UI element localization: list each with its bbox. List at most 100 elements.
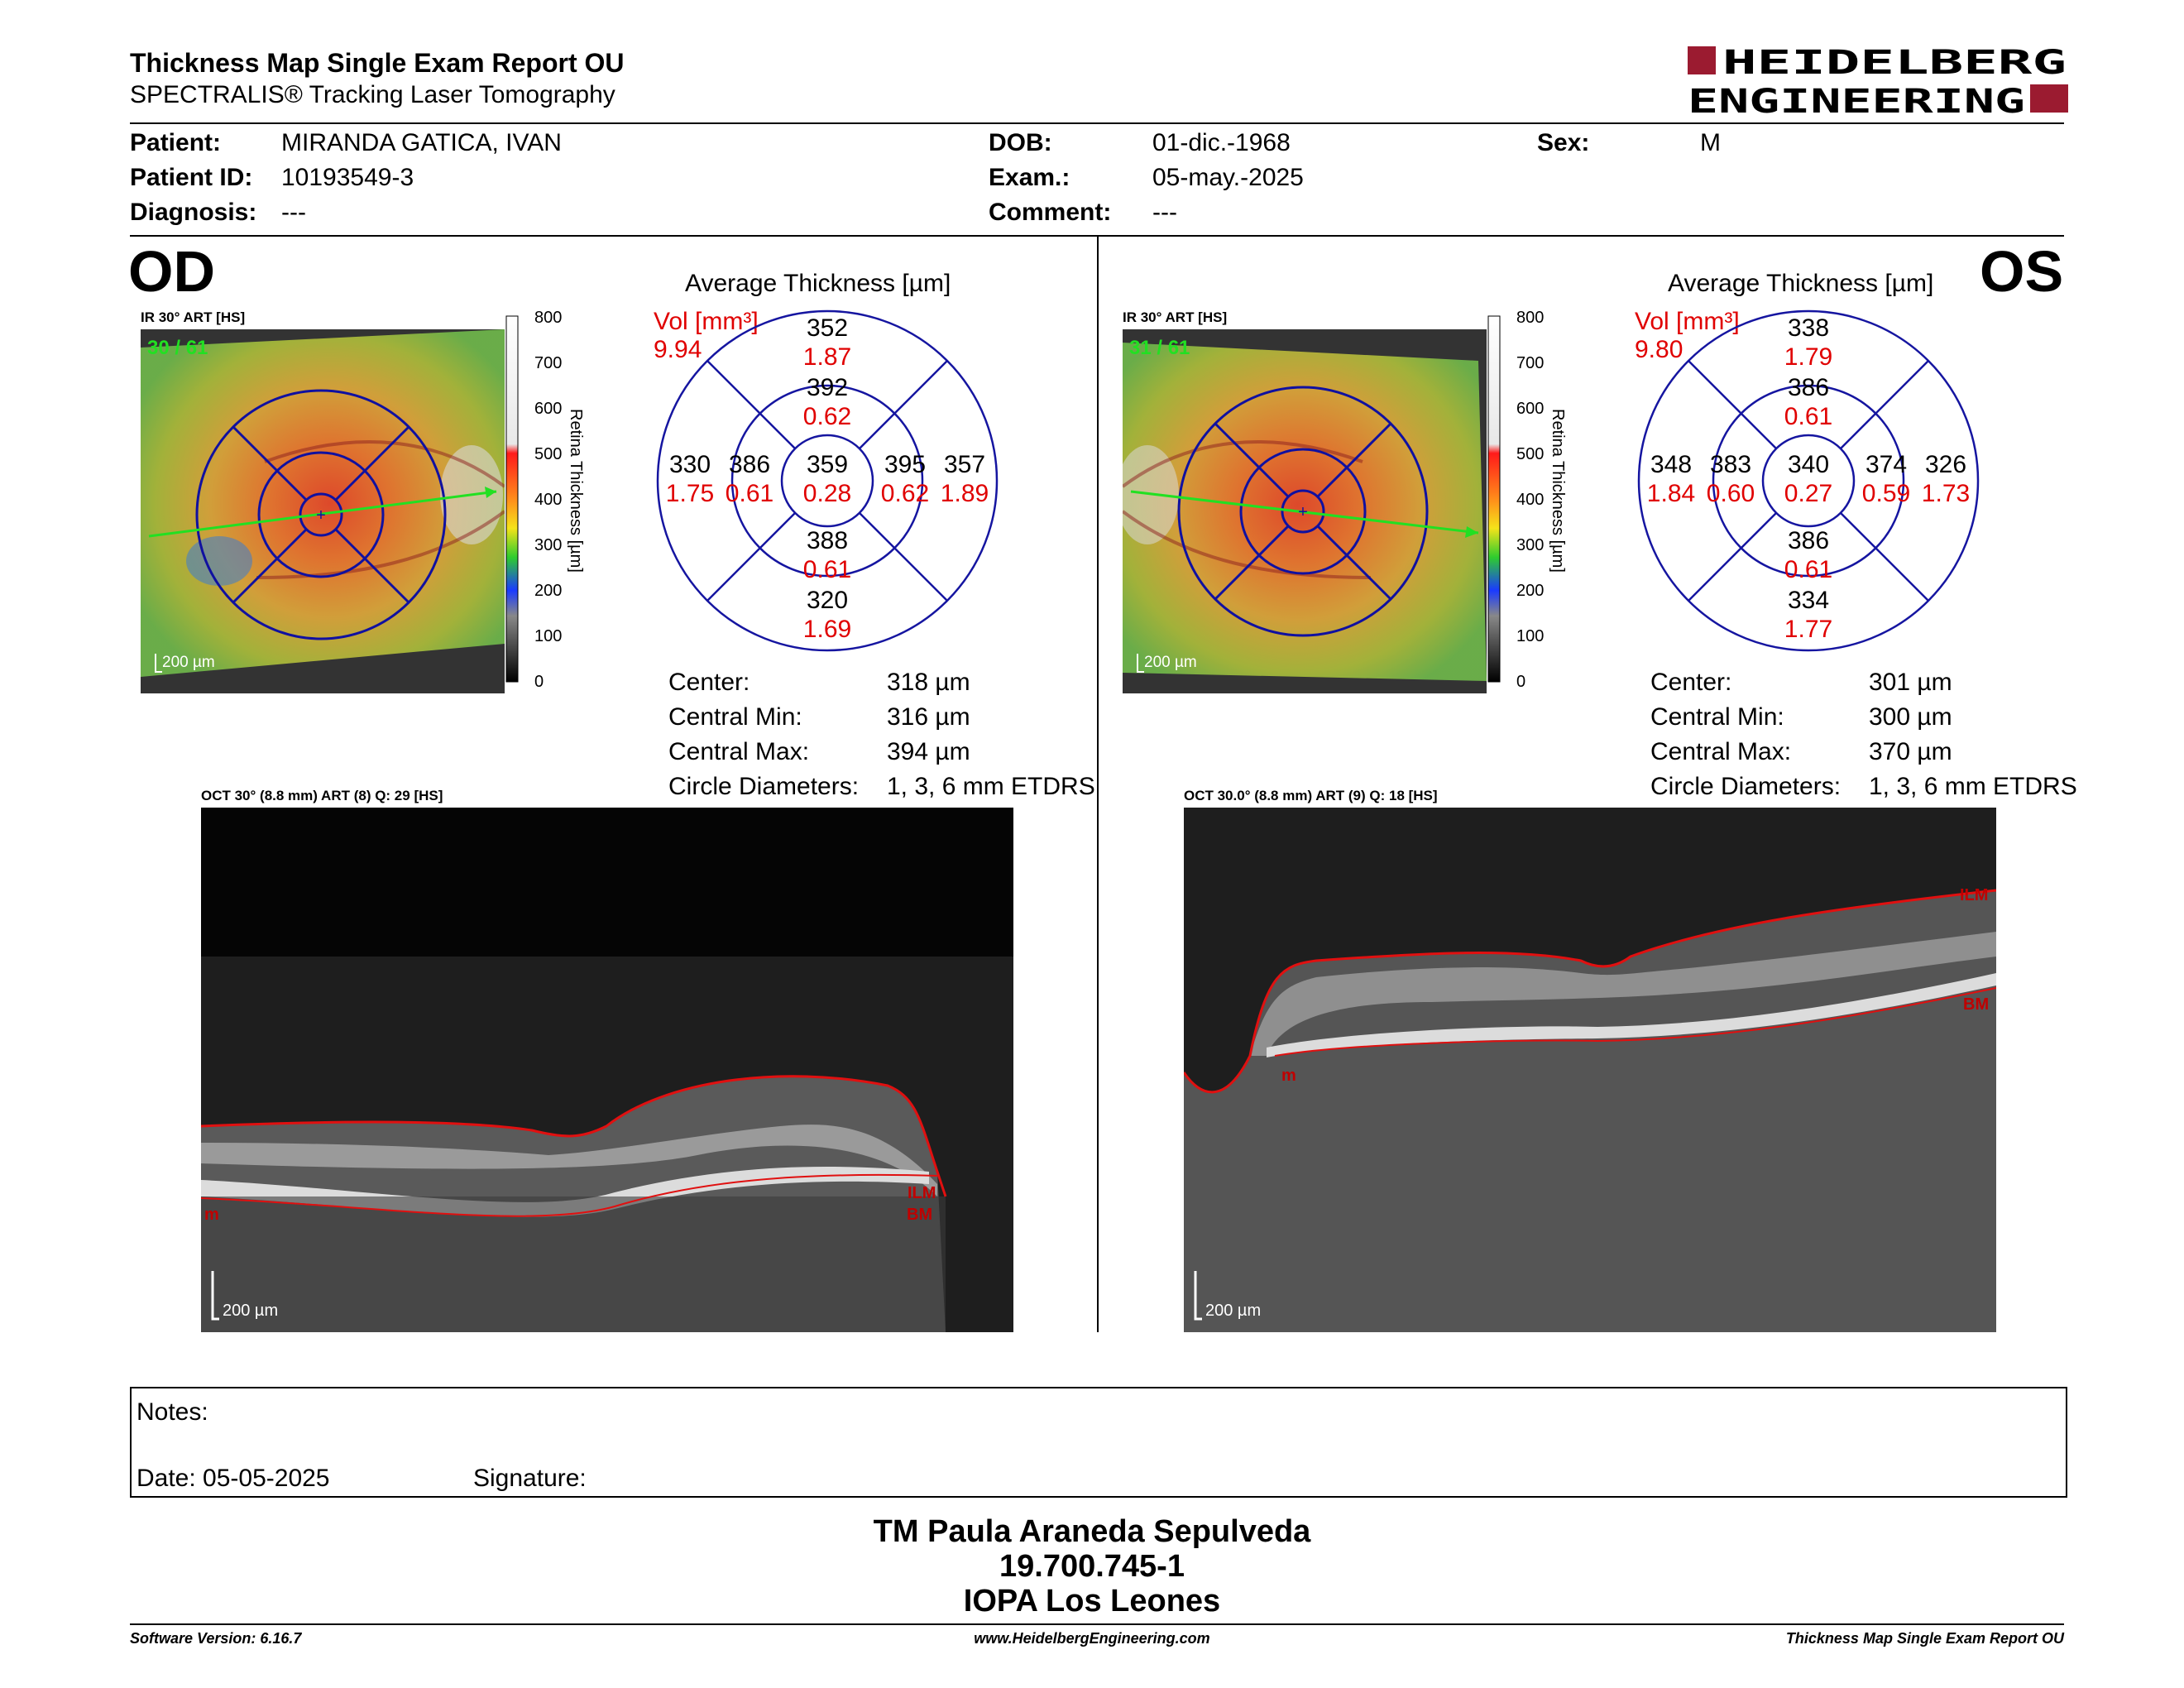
svg-text:0.62: 0.62 bbox=[881, 480, 929, 507]
svg-text:300: 300 bbox=[1516, 536, 1544, 554]
svg-text:400: 400 bbox=[1516, 491, 1544, 509]
svg-text:1.69: 1.69 bbox=[803, 616, 851, 643]
svg-text:0.61: 0.61 bbox=[803, 556, 851, 583]
diagnosis-value: --- bbox=[281, 199, 306, 226]
patient-id-label: Patient ID: bbox=[130, 164, 253, 191]
os-vol-value: 9.80 bbox=[1635, 336, 1684, 363]
svg-text:300: 300 bbox=[534, 536, 562, 554]
svg-text:330: 330 bbox=[669, 451, 711, 478]
os-ir-caption: IR 30° ART [HS] bbox=[1123, 309, 1228, 325]
os-vol-label: Vol [mm³] bbox=[1635, 308, 1740, 335]
signer-name: TM Paula Araneda Sepulveda bbox=[873, 1514, 1311, 1549]
os-eye-label: OS bbox=[1980, 239, 2064, 304]
svg-text:600: 600 bbox=[1516, 400, 1544, 418]
svg-text:386: 386 bbox=[729, 451, 770, 478]
svg-text:500: 500 bbox=[1516, 445, 1544, 463]
patient-id: 10193549-3 bbox=[281, 164, 414, 191]
svg-text:30 / 61: 30 / 61 bbox=[147, 337, 208, 359]
os-ir-thickness-map: + 31 / 61 200 µm bbox=[1123, 329, 1487, 693]
patient-label: Patient: bbox=[130, 129, 222, 156]
od-eye-label: OD bbox=[128, 239, 215, 304]
svg-text:1.75: 1.75 bbox=[666, 480, 714, 507]
os-grid-title: Average Thickness [µm] bbox=[1668, 270, 1934, 297]
svg-text:340: 340 bbox=[1788, 451, 1829, 478]
svg-text:200 µm: 200 µm bbox=[1144, 654, 1197, 671]
od-vol-label: Vol [mm³] bbox=[654, 308, 759, 335]
svg-text:0.61: 0.61 bbox=[1784, 403, 1832, 430]
report-subtitle: SPECTRALIS® Tracking Laser Tomography bbox=[130, 81, 615, 108]
os-etdrs-grid: 338 1.79 386 0.61 348 1.84 383 0.60 340 … bbox=[1637, 309, 1980, 652]
od-colorbar: 800 700 600 500 400 300 200 100 0 Retina… bbox=[505, 309, 585, 691]
od-stat-center-label: Center: bbox=[668, 669, 750, 696]
svg-text:334: 334 bbox=[1788, 587, 1829, 614]
svg-text:m: m bbox=[1281, 1067, 1296, 1085]
svg-text:200 µm: 200 µm bbox=[1205, 1302, 1261, 1320]
svg-text:HEIDELBERG: HEIDELBERG bbox=[1722, 44, 2067, 82]
od-ir-caption: IR 30° ART [HS] bbox=[141, 309, 246, 325]
svg-text:386: 386 bbox=[1788, 527, 1829, 554]
signer-org: IOPA Los Leones bbox=[963, 1584, 1221, 1618]
od-stat-min-value: 316 µm bbox=[887, 703, 970, 731]
svg-text:326: 326 bbox=[1925, 451, 1966, 478]
os-stat-center-label: Center: bbox=[1650, 669, 1732, 696]
sex-value: M bbox=[1700, 129, 1721, 156]
svg-text:0.61: 0.61 bbox=[726, 480, 774, 507]
report-title: Thickness Map Single Exam Report OU bbox=[130, 48, 625, 78]
svg-text:700: 700 bbox=[534, 354, 562, 372]
dob-label: DOB: bbox=[989, 129, 1052, 156]
svg-text:400: 400 bbox=[534, 491, 562, 509]
svg-text:800: 800 bbox=[1516, 309, 1544, 327]
svg-text:0.59: 0.59 bbox=[1862, 480, 1910, 507]
svg-text:386: 386 bbox=[1788, 374, 1829, 401]
od-stat-max-label: Central Max: bbox=[668, 738, 810, 765]
svg-text:200: 200 bbox=[1516, 582, 1544, 600]
software-version: Software Version: 6.16.7 bbox=[130, 1630, 302, 1647]
svg-text:ILM: ILM bbox=[908, 1184, 936, 1202]
svg-text:Retina Thickness [µm]: Retina Thickness [µm] bbox=[567, 409, 585, 573]
signer-id: 19.700.745-1 bbox=[999, 1549, 1185, 1584]
svg-text:348: 348 bbox=[1650, 451, 1692, 478]
od-ir-thickness-map: + 30 / 61 200 µm bbox=[141, 329, 505, 693]
svg-text:0.62: 0.62 bbox=[803, 403, 851, 430]
svg-text:200 µm: 200 µm bbox=[223, 1302, 278, 1320]
od-stat-min-label: Central Min: bbox=[668, 703, 802, 731]
svg-text:357: 357 bbox=[944, 451, 985, 478]
svg-text:ILM: ILM bbox=[1960, 886, 1988, 904]
diagnosis-label: Diagnosis: bbox=[130, 199, 257, 226]
svg-text:1.84: 1.84 bbox=[1647, 480, 1695, 507]
svg-text:m: m bbox=[204, 1206, 219, 1224]
os-stat-diam-value: 1, 3, 6 mm ETDRS bbox=[1869, 773, 2077, 800]
svg-text:31 / 61: 31 / 61 bbox=[1129, 337, 1190, 359]
svg-text:Retina Thickness [µm]: Retina Thickness [µm] bbox=[1549, 409, 1567, 573]
svg-text:0.61: 0.61 bbox=[1784, 556, 1832, 583]
svg-text:1.89: 1.89 bbox=[941, 480, 989, 507]
comment-value: --- bbox=[1152, 199, 1177, 226]
os-oct-caption: OCT 30.0° (8.8 mm) ART (9) Q: 18 [HS] bbox=[1184, 788, 1438, 803]
svg-text:200: 200 bbox=[534, 582, 562, 600]
os-stat-max-value: 370 µm bbox=[1869, 738, 1952, 765]
os-stat-min-label: Central Min: bbox=[1650, 703, 1784, 731]
svg-text:ENGINEERING: ENGINEERING bbox=[1688, 83, 2025, 117]
date-label: Date: 05-05-2025 bbox=[136, 1465, 330, 1492]
svg-text:100: 100 bbox=[534, 627, 562, 645]
svg-text:100: 100 bbox=[1516, 627, 1544, 645]
signature-label: Signature: bbox=[473, 1465, 587, 1492]
os-stat-center-value: 301 µm bbox=[1869, 669, 1952, 696]
od-stat-max-value: 394 µm bbox=[887, 738, 970, 765]
patient-name: MIRANDA GATICA, IVAN bbox=[281, 129, 562, 156]
svg-text:1.73: 1.73 bbox=[1922, 480, 1970, 507]
svg-text:+: + bbox=[316, 506, 326, 525]
svg-text:500: 500 bbox=[534, 445, 562, 463]
os-stat-max-label: Central Max: bbox=[1650, 738, 1792, 765]
os-stat-diam-label: Circle Diameters: bbox=[1650, 773, 1842, 800]
od-stat-diam-label: Circle Diameters: bbox=[668, 773, 860, 800]
od-oct-bscan: ILM BM m 200 µm bbox=[201, 808, 1013, 1332]
od-vol-value: 9.94 bbox=[654, 336, 702, 363]
website-link[interactable]: www.HeidelbergEngineering.com bbox=[974, 1630, 1210, 1647]
od-stat-center-value: 318 µm bbox=[887, 669, 970, 696]
comment-label: Comment: bbox=[989, 199, 1112, 226]
svg-text:352: 352 bbox=[807, 314, 848, 342]
os-stat-min-value: 300 µm bbox=[1869, 703, 1952, 731]
svg-text:0: 0 bbox=[534, 673, 544, 691]
sex-label: Sex: bbox=[1537, 129, 1590, 156]
